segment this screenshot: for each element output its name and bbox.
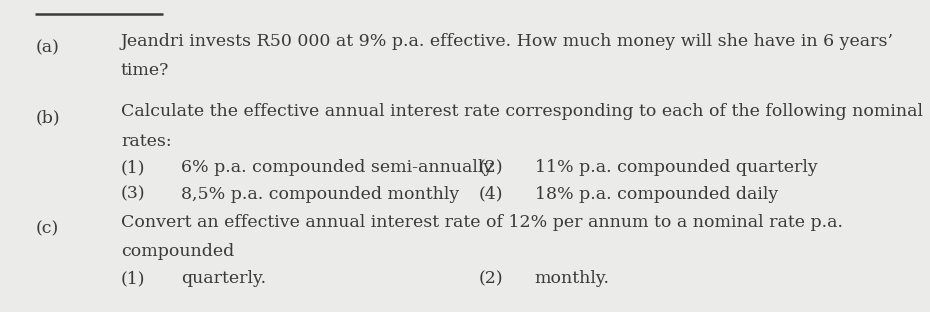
Text: compounded: compounded bbox=[121, 243, 234, 260]
Text: monthly.: monthly. bbox=[535, 270, 610, 287]
Text: 6% p.a. compounded semi-annually: 6% p.a. compounded semi-annually bbox=[181, 159, 494, 176]
Text: (b): (b) bbox=[35, 109, 60, 126]
Text: time?: time? bbox=[121, 62, 169, 79]
Text: (1): (1) bbox=[121, 159, 145, 176]
Text: 8,5% p.a. compounded monthly: 8,5% p.a. compounded monthly bbox=[181, 186, 459, 202]
Text: (3): (3) bbox=[121, 186, 145, 202]
Text: (c): (c) bbox=[35, 220, 59, 237]
Text: Jeandri invests R50 000 at 9% p.a. effective. How much money will she have in 6 : Jeandri invests R50 000 at 9% p.a. effec… bbox=[121, 33, 894, 50]
Text: (2): (2) bbox=[479, 270, 503, 287]
Text: 18% p.a. compounded daily: 18% p.a. compounded daily bbox=[535, 186, 778, 202]
Text: 11% p.a. compounded quarterly: 11% p.a. compounded quarterly bbox=[535, 159, 817, 176]
Text: quarterly.: quarterly. bbox=[181, 270, 267, 287]
Text: rates:: rates: bbox=[121, 133, 171, 149]
Text: (a): (a) bbox=[35, 39, 60, 56]
Text: (1): (1) bbox=[121, 270, 145, 287]
Text: Convert an effective annual interest rate of 12% per annum to a nominal rate p.a: Convert an effective annual interest rat… bbox=[121, 214, 843, 231]
Text: Calculate the effective annual interest rate corresponding to each of the follow: Calculate the effective annual interest … bbox=[121, 103, 923, 120]
Text: (2): (2) bbox=[479, 159, 503, 176]
Text: (4): (4) bbox=[479, 186, 503, 202]
